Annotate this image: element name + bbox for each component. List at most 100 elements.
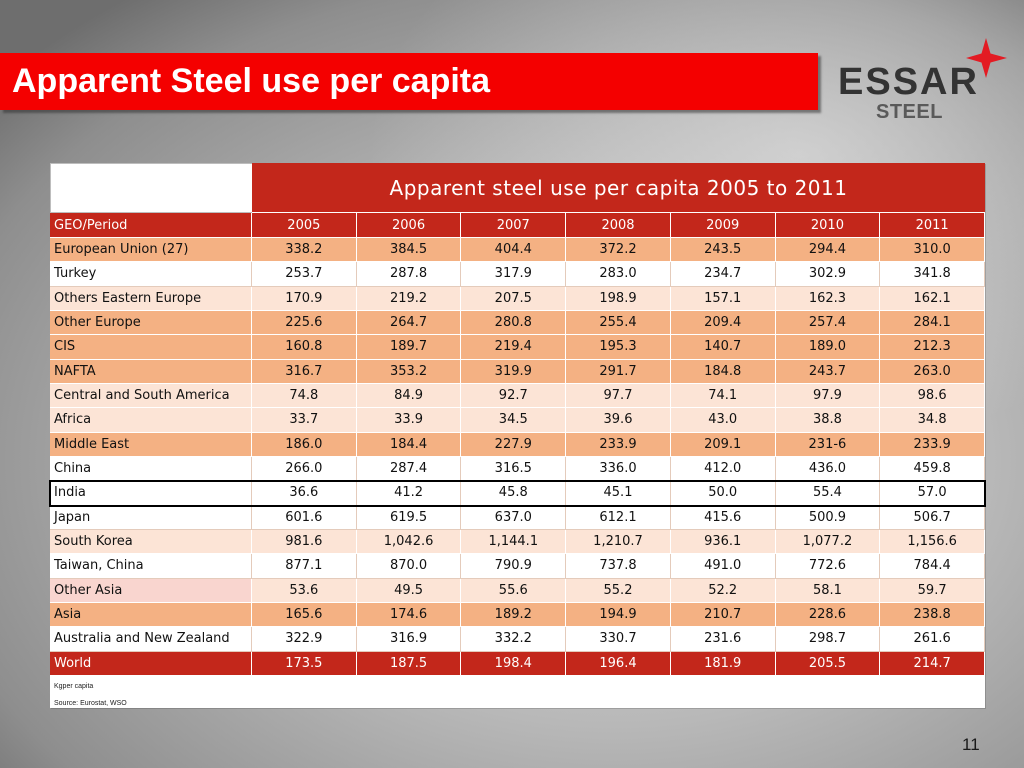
- cell-value: 58.1: [775, 578, 881, 603]
- red-four-point-star-icon: [966, 38, 1007, 78]
- cell-value: 231-6: [775, 432, 881, 457]
- cell-value: 243.7: [775, 359, 881, 384]
- row-label: Taiwan, China: [50, 554, 252, 579]
- cell-value: 57.0: [880, 481, 985, 506]
- cell-value: 184.4: [356, 432, 462, 457]
- cell-value: 162.3: [775, 286, 881, 311]
- row-label: CIS: [50, 335, 252, 360]
- cell-value: 261.6: [880, 627, 985, 652]
- cell-value: 160.8: [252, 335, 357, 360]
- cell-value: 39.6: [566, 408, 671, 433]
- cell-value: 170.9: [252, 286, 357, 311]
- cell-value: 189.0: [775, 335, 881, 360]
- cell-value: 317.9: [461, 262, 567, 287]
- cell-value: 243.5: [670, 238, 776, 263]
- row-label: Australia and New Zealand: [50, 627, 252, 652]
- cell-value: 264.7: [356, 310, 462, 336]
- cell-value: 184.8: [670, 359, 776, 384]
- cell-value: 34.5: [461, 408, 567, 433]
- table-row: Central and South America 74.8 84.9 92.7 97.…: [50, 383, 985, 409]
- table-caption-row: Apparent steel use per capita 2005 to 20…: [50, 163, 985, 213]
- column-header-year: 2010: [775, 213, 881, 238]
- table-body: European Union (27) 338.2 384.5 404.4 372.2 2…: [49, 238, 986, 676]
- table-header-row: GEO/Period 2005 2006 2007 2008 2009 2010 2011: [50, 213, 985, 238]
- row-label: Others Eastern Europe: [50, 286, 252, 311]
- cell-value: 316.7: [252, 359, 357, 384]
- cell-value: 332.2: [461, 627, 567, 652]
- cell-value: 50.0: [670, 481, 776, 506]
- cell-value: 186.0: [252, 432, 357, 457]
- cell-value: 294.4: [775, 238, 881, 263]
- cell-value: 284.1: [880, 310, 985, 336]
- cell-value: 338.2: [252, 238, 357, 263]
- steel-use-table: Apparent steel use per capita 2005 to 20…: [49, 163, 986, 708]
- column-header-geo: GEO/Period: [50, 213, 252, 238]
- cell-value: 1,210.7: [566, 529, 671, 555]
- cell-value: 165.6: [252, 602, 357, 628]
- table-row: India 36.6 41.2 45.8 45.1 50.0 55.4 57.0: [49, 480, 986, 507]
- cell-value: 43.0: [670, 408, 776, 433]
- table-caption: Apparent steel use per capita 2005 to 20…: [252, 163, 985, 213]
- cell-value: 210.7: [670, 602, 776, 628]
- cell-value: 784.4: [880, 554, 985, 579]
- cell-value: 257.4: [775, 310, 881, 336]
- cell-value: 372.2: [566, 238, 671, 263]
- table-row: NAFTA 316.7 353.2 319.9 291.7 184.8 243.7 263.0: [50, 359, 985, 384]
- cell-value: 219.4: [461, 335, 567, 360]
- column-header-year: 2011: [880, 213, 985, 238]
- row-label: Other Europe: [50, 310, 252, 336]
- row-label: South Korea: [50, 529, 252, 555]
- cell-value: 219.2: [356, 286, 462, 311]
- cell-value: 198.9: [566, 286, 671, 311]
- cell-value: 209.1: [670, 432, 776, 457]
- cell-value: 214.7: [880, 651, 985, 676]
- cell-value: 209.4: [670, 310, 776, 336]
- row-label: Central and South America: [50, 383, 252, 409]
- cell-value: 302.9: [775, 262, 881, 287]
- cell-value: 412.0: [670, 456, 776, 482]
- cell-value: 174.6: [356, 602, 462, 628]
- cell-value: 194.9: [566, 602, 671, 628]
- cell-value: 384.5: [356, 238, 462, 263]
- cell-value: 45.1: [566, 481, 671, 506]
- cell-value: 415.6: [670, 505, 776, 530]
- cell-value: 74.1: [670, 383, 776, 409]
- cell-value: 500.9: [775, 505, 881, 530]
- cell-value: 870.0: [356, 554, 462, 579]
- cell-value: 34.8: [880, 408, 985, 433]
- cell-value: 1,144.1: [461, 529, 567, 555]
- table-row: Turkey 253.7 287.8 317.9 283.0 234.7 302.9 341.…: [50, 262, 985, 287]
- table-row: European Union (27) 338.2 384.5 404.4 372.2 2…: [50, 238, 985, 263]
- cell-value: 53.6: [252, 578, 357, 603]
- row-label: Japan: [50, 505, 252, 530]
- cell-value: 287.4: [356, 456, 462, 482]
- cell-value: 97.7: [566, 383, 671, 409]
- cell-value: 772.6: [775, 554, 881, 579]
- cell-value: 459.8: [880, 456, 985, 482]
- cell-value: 140.7: [670, 335, 776, 360]
- cell-value: 55.4: [775, 481, 881, 506]
- table-row: Australia and New Zealand 322.9 316.9 332.2…: [50, 627, 985, 652]
- cell-value: 84.9: [356, 383, 462, 409]
- table-row: Other Asia 53.6 49.5 55.6 55.2 52.2 58.1 59.7: [50, 578, 985, 603]
- unit-note: Kgper capita: [54, 682, 94, 690]
- essar-steel-logo: ESSAR STEEL: [830, 30, 1015, 130]
- page-number: 11: [962, 735, 980, 754]
- cell-value: 322.9: [252, 627, 357, 652]
- cell-value: 55.2: [566, 578, 671, 603]
- cell-value: 436.0: [775, 456, 881, 482]
- cell-value: 612.1: [566, 505, 671, 530]
- cell-value: 55.6: [461, 578, 567, 603]
- cell-value: 263.0: [880, 359, 985, 384]
- cell-value: 59.7: [880, 578, 985, 603]
- cell-value: 319.9: [461, 359, 567, 384]
- row-label: Africa: [50, 408, 252, 433]
- cell-value: 74.8: [252, 383, 357, 409]
- cell-value: 38.8: [775, 408, 881, 433]
- cell-value: 181.9: [670, 651, 776, 676]
- cell-value: 936.1: [670, 529, 776, 555]
- table-row: CIS 160.8 189.7 219.4 195.3 140.7 189.0 212.3: [50, 335, 985, 360]
- cell-value: 283.0: [566, 262, 671, 287]
- cell-value: 353.2: [356, 359, 462, 384]
